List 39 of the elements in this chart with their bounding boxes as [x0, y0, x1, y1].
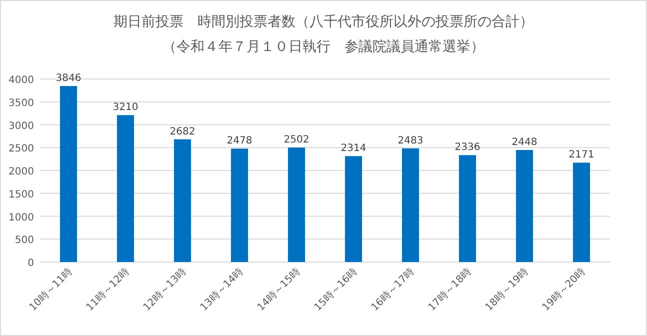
bar — [116, 115, 134, 262]
y-tick-label: 1000 — [8, 212, 34, 224]
x-tick-label: 12時～13時 — [140, 266, 189, 314]
y-tick-label: 3000 — [8, 120, 34, 132]
data-label: 2502 — [284, 134, 310, 146]
data-label: 3210 — [112, 102, 138, 114]
data-label: 2483 — [398, 135, 424, 146]
x-tick-label: 16時～17時 — [368, 266, 417, 314]
bar — [402, 148, 420, 262]
bar — [572, 162, 590, 262]
y-tick-label: 500 — [14, 235, 34, 246]
data-label: 2682 — [170, 126, 196, 138]
data-label: 2448 — [512, 137, 538, 148]
bar — [60, 86, 78, 262]
chart-subtitle: （令和４年７月１０日執行 参議院議員通常選挙） — [162, 39, 484, 55]
y-tick-label: 2500 — [8, 144, 34, 155]
bar — [344, 156, 362, 262]
bar — [288, 148, 306, 262]
x-tick-label: 19時～20時 — [540, 266, 588, 314]
data-label: 2478 — [226, 136, 252, 147]
x-tick-label: 14時～15時 — [254, 266, 303, 314]
data-label: 2336 — [454, 142, 480, 154]
x-tick-label: 13時～14時 — [198, 266, 246, 314]
y-tick-label: 3500 — [8, 98, 34, 109]
data-label: 3846 — [56, 73, 82, 84]
bar — [174, 139, 192, 262]
bar — [458, 155, 476, 262]
bar — [230, 148, 248, 262]
x-tick-label: 15時～16時 — [312, 266, 360, 314]
y-tick-label: 1500 — [8, 189, 34, 200]
bar — [516, 150, 534, 262]
x-tick-label: 18時～19時 — [482, 266, 531, 314]
y-tick-label: 2000 — [8, 166, 34, 178]
chart-title: 期日前投票 時間別投票者数（八千代市役所以外の投票所の合計） — [114, 14, 534, 30]
x-tick-label: 17時～18時 — [426, 266, 474, 314]
data-label: 2314 — [340, 143, 366, 154]
x-tick-label: 11時～12時 — [84, 266, 132, 314]
y-tick-label: 4000 — [8, 75, 34, 86]
data-label: 2171 — [568, 150, 594, 161]
